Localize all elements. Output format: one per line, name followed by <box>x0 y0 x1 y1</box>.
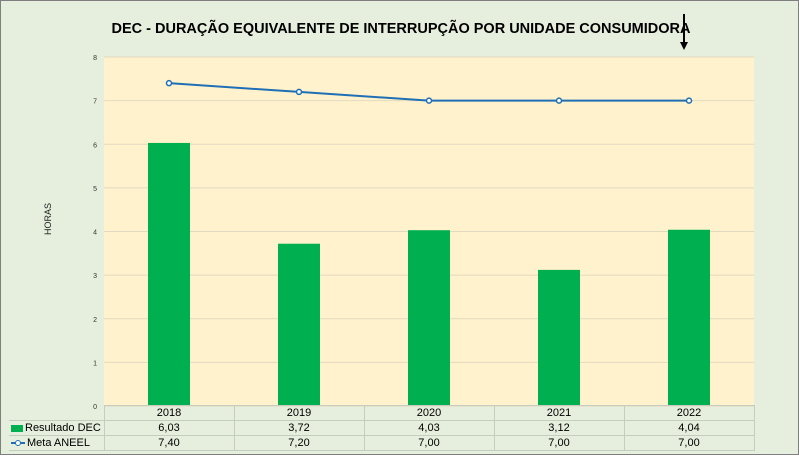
data-label: 7,00 <box>363 435 495 451</box>
y-tick-label: 0 <box>93 404 97 411</box>
y-tick-label: 3 <box>93 273 97 280</box>
line-point <box>555 97 563 104</box>
x-tick-label: 2021 <box>493 405 625 421</box>
arrow-head <box>680 42 688 50</box>
table-header-row: 2018 2019 2020 2021 2022 <box>9 405 755 421</box>
y-tick-label: 7 <box>93 99 97 106</box>
data-label: 4,04 <box>623 420 755 436</box>
y-tick-label: 4 <box>93 230 97 237</box>
bar <box>148 142 190 406</box>
table-row-resultado-dec: Resultado DEC 6,03 3,72 4,03 3,12 4,04 <box>9 420 755 436</box>
annotation-arrow <box>680 14 688 50</box>
legend-key-line <box>11 439 25 447</box>
data-label: 3,72 <box>233 420 365 436</box>
data-table: 2018 2019 2020 2021 2022 Resultado DEC 6… <box>9 405 755 451</box>
bar <box>408 230 450 406</box>
data-label: 4,03 <box>363 420 495 436</box>
x-tick-label: 2022 <box>623 405 755 421</box>
bar <box>538 269 580 406</box>
line-point <box>165 79 173 87</box>
data-label: 3,12 <box>493 420 625 436</box>
data-label: 6,03 <box>103 420 235 436</box>
y-tick-label: 1 <box>93 360 97 367</box>
line-point <box>425 97 433 104</box>
y-tick-label: 6 <box>93 142 97 149</box>
bars-resultado-dec <box>148 142 710 406</box>
legend-entry-meta-aneel: Meta ANEEL <box>9 435 105 451</box>
line-point <box>295 88 303 96</box>
legend-label: Meta ANEEL <box>27 437 90 449</box>
data-label: 7,00 <box>623 435 755 451</box>
x-tick-label: 2019 <box>233 405 365 421</box>
chart-title: DEC - DURAÇÃO EQUIVALENTE DE INTERRUPÇÃO… <box>111 21 691 37</box>
data-label: 7,00 <box>493 435 625 451</box>
table-row-meta-aneel: Meta ANEEL 7,40 7,20 7,00 7,00 7,00 <box>9 435 755 451</box>
bar <box>668 229 710 406</box>
table-corner <box>9 406 104 421</box>
line-point <box>685 97 693 104</box>
y-tick-label: 2 <box>93 317 97 324</box>
y-tick-label: 5 <box>93 186 97 193</box>
y-axis-ticks: 0 1 2 3 4 5 6 7 8 <box>93 55 97 411</box>
data-label: 7,40 <box>103 435 235 451</box>
y-axis-label: HORAS <box>43 202 53 236</box>
data-label: 7,20 <box>233 435 365 451</box>
bar <box>278 243 320 406</box>
legend-label: Resultado DEC <box>25 422 101 434</box>
x-tick-label: 2018 <box>103 405 235 421</box>
x-tick-label: 2020 <box>363 405 495 421</box>
legend-entry-resultado-dec: Resultado DEC <box>9 420 105 436</box>
line-meta-aneel <box>165 79 693 104</box>
y-tick-label: 8 <box>93 55 97 62</box>
legend-key-bar <box>11 424 23 432</box>
